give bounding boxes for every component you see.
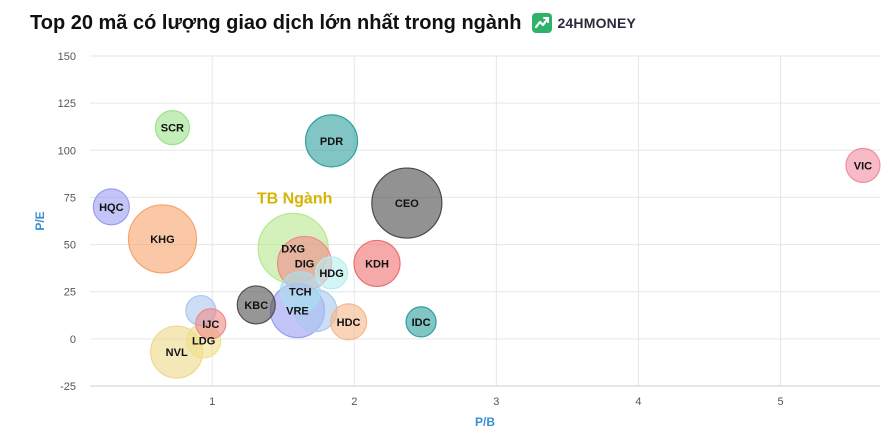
y-tick-label: 50 — [64, 240, 76, 252]
bubble-label-nvl: NVL — [166, 347, 188, 359]
bubble-label-dxg: DXG — [281, 243, 305, 255]
bubble-kdh[interactable] — [353, 239, 401, 288]
bubbles — [92, 110, 881, 379]
sector-average-label: TB Ngành — [257, 190, 333, 207]
brand-logo: 24HMONEY — [531, 12, 636, 34]
bubble-label-dig: DIG — [295, 258, 315, 270]
bubble-label-ceo: CEO — [395, 198, 419, 210]
bubble-labels: SCR PDR VIC CEO HQC KHG DXG DIG KDH HDG TCH KBC VRE H… — [99, 123, 872, 359]
bubble-vic[interactable] — [845, 147, 881, 183]
grid-lines — [90, 55, 880, 387]
y-tick-label: 25 — [64, 287, 76, 299]
brand-name: 24HMONEY — [557, 15, 637, 31]
y-axis-title: P/E — [33, 211, 47, 230]
y-tick-label: -25 — [60, 381, 76, 393]
x-tick-label: 5 — [777, 396, 783, 408]
y-tick-label: 100 — [58, 145, 76, 157]
bubble-idc[interactable] — [405, 306, 437, 338]
bubble-label-scr: SCR — [161, 123, 184, 135]
bubble-hdc[interactable] — [329, 303, 368, 341]
bubble-label-hdc: HDC — [337, 317, 361, 329]
chart-header: Top 20 mã có lượng giao dịch lớn nhất tr… — [30, 6, 636, 40]
y-tick-label: 75 — [64, 192, 76, 204]
bubble-tch[interactable] — [279, 271, 321, 313]
x-tick-label: 2 — [351, 396, 357, 408]
brand-logo-icon — [532, 13, 553, 33]
bubble-label-kbc: KBC — [244, 300, 268, 312]
bubble-ceo[interactable] — [371, 167, 443, 239]
bubble-label-hdg: HDG — [319, 268, 343, 280]
chart-title: Top 20 mã có lượng giao dịch lớn nhất tr… — [30, 11, 522, 34]
bubble-label-ldg: LDG — [192, 336, 215, 348]
bubble-scr[interactable] — [154, 110, 191, 146]
bubble-label-tch: TCH — [289, 287, 312, 299]
bubble-label-idc: IDC — [412, 317, 431, 329]
bubble-label-vic: VIC — [854, 160, 872, 172]
x-axis-title: P/B — [475, 415, 495, 429]
bubble-pdr[interactable] — [304, 114, 359, 168]
x-tick-label: 3 — [493, 396, 499, 408]
y-tick-label: 0 — [70, 334, 76, 346]
bubble-hdg[interactable] — [314, 256, 349, 290]
bubble-kbc[interactable] — [236, 285, 276, 325]
axes: -25 0 25 50 75 100 125 150 1 2 3 4 5 — [58, 51, 880, 408]
bubble-label-khg: KHG — [150, 234, 174, 246]
y-tick-label: 125 — [58, 98, 76, 110]
bubble-label-vre: VRE — [286, 306, 309, 318]
bubble-label-pdr: PDR — [320, 136, 343, 148]
bubble-hqc[interactable] — [92, 188, 130, 226]
bubble-label-kdh: KDH — [365, 258, 389, 270]
bubble-label-ijc: IJC — [202, 319, 219, 331]
x-tick-label: 4 — [635, 396, 641, 408]
bubble-khg[interactable] — [127, 204, 198, 274]
x-tick-label: 1 — [209, 396, 215, 408]
bubble-label-hqc: HQC — [99, 202, 124, 214]
bubble-ijc[interactable] — [195, 308, 227, 340]
y-tick-label: 150 — [58, 51, 76, 63]
